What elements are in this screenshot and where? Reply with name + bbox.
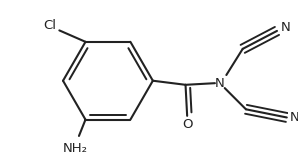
Text: N: N [215,77,225,90]
Text: Cl: Cl [43,19,56,32]
Text: N: N [290,111,298,124]
Text: O: O [182,118,193,131]
Text: NH₂: NH₂ [63,142,88,155]
Text: N: N [280,21,290,34]
